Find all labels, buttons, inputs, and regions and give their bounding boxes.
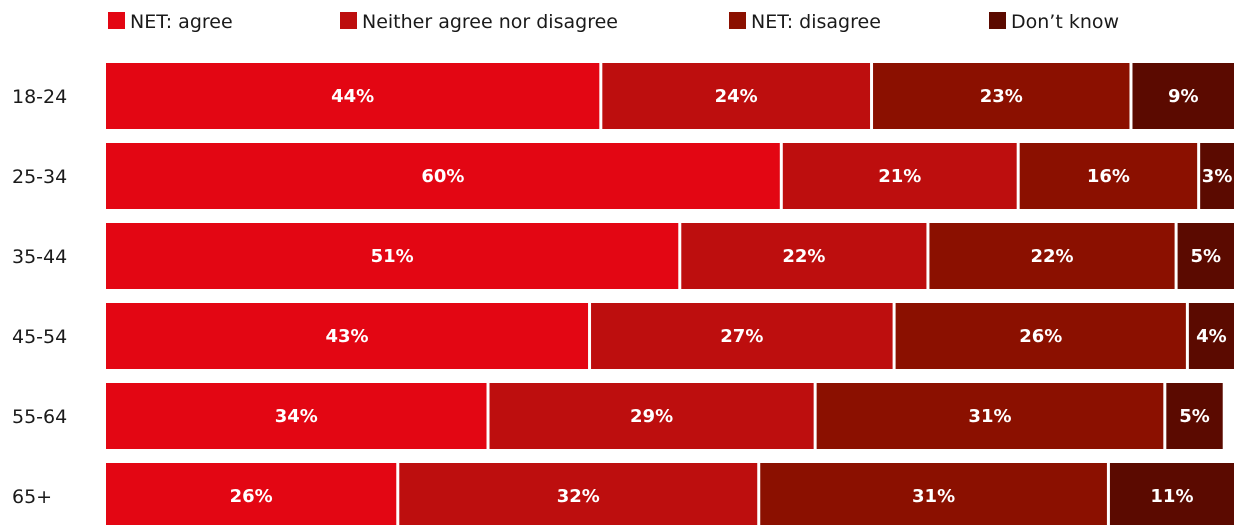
data-label: 26% — [230, 486, 273, 507]
category-label: 18-24 — [12, 86, 67, 108]
bar-segment — [489, 383, 814, 449]
category-label: 55-64 — [12, 406, 67, 428]
bar-segment — [106, 383, 487, 449]
bar-segment — [929, 223, 1175, 289]
data-label: 23% — [980, 86, 1023, 107]
data-label: 21% — [878, 166, 921, 187]
data-label: 5% — [1179, 406, 1210, 427]
legend-swatch — [108, 12, 125, 29]
bar-row: 35-44 51% 22% 22% 5% — [12, 223, 1234, 289]
data-label: 43% — [325, 326, 368, 347]
bar-segment — [782, 143, 1017, 209]
bar-segment — [1177, 223, 1234, 289]
category-label: 45-54 — [12, 326, 67, 348]
legend-item-0: NET: agree — [108, 11, 233, 33]
data-label: 26% — [1019, 326, 1062, 347]
bar-row: 45-54 43% 27% 26% 4% — [12, 303, 1234, 369]
bar-segment — [106, 463, 397, 525]
bar-segment — [873, 63, 1130, 129]
data-label: 16% — [1087, 166, 1130, 187]
data-label: 22% — [1030, 246, 1073, 267]
chart-plot-area: 18-24 44% 24% 23% 9% 25-34 60% 21% 16% 3% 35-44 51%… — [12, 63, 1234, 525]
data-label: 32% — [557, 486, 600, 507]
data-label: 9% — [1168, 86, 1199, 107]
legend-label: NET: agree — [130, 11, 233, 33]
data-label: 11% — [1150, 486, 1193, 507]
bar-segment — [681, 223, 927, 289]
data-label: 24% — [715, 86, 758, 107]
bar-segment — [591, 303, 893, 369]
data-label: 22% — [782, 246, 825, 267]
bar-segment — [760, 463, 1107, 525]
bar-segment — [106, 143, 780, 209]
data-label: 34% — [275, 406, 318, 427]
bar-segment — [1166, 383, 1223, 449]
bar-segment — [106, 63, 600, 129]
bar-segment — [399, 463, 758, 525]
legend-item-2: NET: disagree — [729, 11, 881, 33]
legend-label: NET: disagree — [751, 11, 881, 33]
data-label: 4% — [1196, 326, 1227, 347]
chart-legend: NET: agree Neither agree nor disagree NET:… — [108, 11, 1119, 33]
data-label: 51% — [371, 246, 414, 267]
category-label: 65+ — [12, 486, 52, 508]
bar-segment — [1188, 303, 1234, 369]
bar-segment — [1109, 463, 1234, 525]
category-label: 35-44 — [12, 246, 67, 268]
legend-label: Neither agree nor disagree — [362, 11, 618, 33]
bar-segment — [895, 303, 1186, 369]
data-label: 29% — [630, 406, 673, 427]
bar-row: 55-64 34% 29% 31% 5% — [12, 383, 1223, 449]
legend-swatch — [989, 12, 1006, 29]
legend-swatch — [340, 12, 357, 29]
data-label: 3% — [1202, 166, 1233, 187]
bar-segment — [106, 223, 679, 289]
data-label: 60% — [421, 166, 464, 187]
legend-item-3: Don’t know — [989, 11, 1119, 33]
data-label: 31% — [912, 486, 955, 507]
legend-label: Don’t know — [1011, 11, 1119, 33]
data-label: 31% — [968, 406, 1011, 427]
bar-row: 65+ 26% 32% 31% 11% — [12, 463, 1234, 525]
data-label: 27% — [720, 326, 763, 347]
data-label: 44% — [331, 86, 374, 107]
legend-swatch — [729, 12, 746, 29]
bar-row: 25-34 60% 21% 16% 3% — [12, 143, 1234, 209]
bar-segment — [1132, 63, 1234, 129]
bar-segment — [816, 383, 1164, 449]
data-label: 5% — [1191, 246, 1222, 267]
bar-row: 18-24 44% 24% 23% 9% — [12, 63, 1234, 129]
legend-item-1: Neither agree nor disagree — [340, 11, 618, 33]
bar-segment — [602, 63, 871, 129]
bar-segment — [1019, 143, 1198, 209]
bar-segment — [106, 303, 589, 369]
category-label: 25-34 — [12, 166, 67, 188]
bar-segment — [1200, 143, 1234, 209]
